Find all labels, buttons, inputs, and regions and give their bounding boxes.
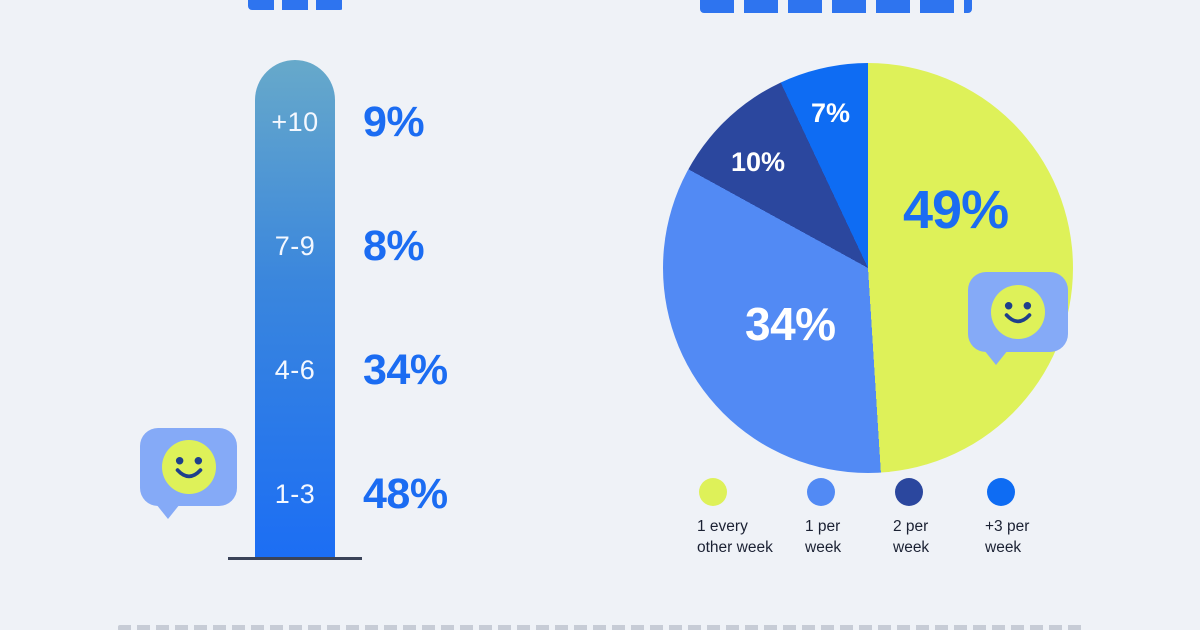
frequency-pie-chart: 49% 34% 10% 7% [663,63,1073,473]
bar-percentage: 9% [363,97,425,146]
bar-segment: +10 [255,60,335,184]
smiley-face-icon [161,440,216,494]
legend-swatch [807,478,835,506]
legend-swatch [987,478,1015,506]
smiley-chat-bubble [968,272,1068,365]
legend-label: 1 every other week [697,518,773,556]
legend-label: +3 per week [985,518,1030,556]
bar-percentage-row: 34% [363,309,503,433]
legend-swatch [699,478,727,506]
smiley-face-icon [991,285,1045,339]
legend-label: 1 per week [805,518,842,556]
legend-item: 2 per week [893,478,977,559]
bar-percentage: 34% [363,346,448,395]
bar-segment-label: +10 [271,106,319,137]
cropped-heading-right [700,0,972,13]
bar-baseline [228,557,362,560]
bar-percentages: 9% 8% 34% 48% [363,60,503,557]
legend-label: 2 per week [893,518,930,556]
bar-segment-label: 7-9 [274,230,316,261]
legend-item: 1 per week [805,478,885,559]
bar-segment: 7-9 [255,184,335,308]
bar-segment-label: 1-3 [274,479,316,510]
bar-percentage-row: 8% [363,184,503,308]
smiley-chat-bubble [140,428,237,519]
pie-slice-label: 10% [731,147,786,177]
bubble-tail-icon [984,350,1008,365]
bubble-tail-icon [156,504,180,519]
bar-percentage: 48% [363,470,448,519]
legend-item: 1 every other week [697,478,797,559]
bar-segment-label: 4-6 [274,355,316,386]
legend-item: +3 per week [985,478,1075,559]
bar-percentage: 8% [363,221,425,270]
pie-legend: 1 every other week 1 per week 2 per week… [697,478,1075,559]
cropped-heading-left [248,0,344,10]
bar-segment: 4-6 [255,309,335,433]
pie-slice-label: 49% [903,180,1009,240]
cropped-caption-bottom [118,625,1083,630]
bar-column: +10 7-9 4-6 1-3 [255,60,335,557]
bar-percentage-row: 48% [363,433,503,557]
bar-percentage-row: 9% [363,60,503,184]
frequency-bar-chart: +10 7-9 4-6 1-3 9% 8% 34% 48% [255,60,503,557]
pie-circle [663,63,1073,473]
pie-slice-label: 7% [811,98,851,128]
legend-swatch [895,478,923,506]
pie-slice-label: 34% [745,298,836,350]
bar-segment: 1-3 [255,433,335,557]
